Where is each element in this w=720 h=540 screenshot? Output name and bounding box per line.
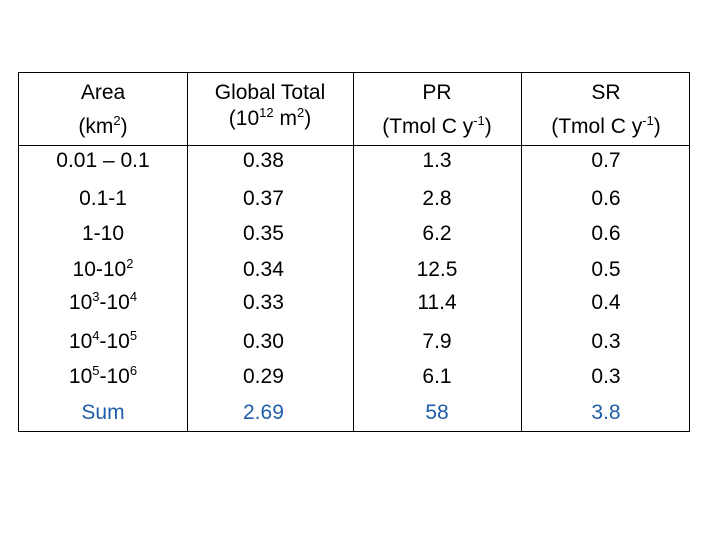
sr-cell: 0.5 — [591, 258, 621, 281]
pr-cell: 7.9 — [422, 330, 452, 353]
pr-cell: 2.8 — [422, 187, 452, 210]
column-divider — [353, 73, 354, 431]
global-total-cell: 0.37 — [243, 187, 284, 210]
area-cell: 1-10 — [81, 222, 125, 245]
area-cell: 103-104 — [68, 289, 138, 314]
global-total-cell: 0.30 — [243, 330, 284, 353]
sr-cell: 0.3 — [591, 330, 621, 353]
sr-cell: 0.4 — [591, 291, 621, 314]
column-divider — [521, 73, 522, 431]
header-sr: SR (Tmol C y-1) — [551, 81, 661, 138]
pr-cell: 6.2 — [422, 222, 452, 245]
area-cell: 104-105 — [68, 328, 138, 353]
header-area: Area (km2) — [78, 81, 128, 138]
sum-pr: 58 — [425, 401, 449, 424]
column-divider — [187, 73, 188, 431]
sum-sr: 3.8 — [591, 401, 621, 424]
area-cell: 0.1-1 — [79, 187, 127, 210]
sum-label: Sum — [81, 401, 125, 424]
pr-cell: 1.3 — [422, 149, 452, 172]
area-cell: 0.01 – 0.1 — [56, 149, 150, 172]
global-total-cell: 0.35 — [243, 222, 284, 245]
global-total-cell: 0.38 — [243, 149, 284, 172]
area-cell: 10-102 — [72, 256, 134, 281]
header-pr: PR (Tmol C y-1) — [382, 81, 492, 138]
sr-cell: 0.7 — [591, 149, 621, 172]
area-cell: 105-106 — [68, 363, 138, 388]
pr-cell: 6.1 — [422, 365, 452, 388]
global-total-cell: 0.33 — [243, 291, 284, 314]
pr-cell: 12.5 — [416, 258, 458, 281]
global-total-cell: 0.29 — [243, 365, 284, 388]
sr-cell: 0.6 — [591, 222, 621, 245]
global-total-cell: 0.34 — [243, 258, 284, 281]
pr-cell: 11.4 — [417, 291, 457, 314]
data-table: Area (km2) Global Total (1012 m2) PR (Tm… — [18, 72, 690, 432]
sr-cell: 0.3 — [591, 365, 621, 388]
header-global-total: Global Total (1012 m2) — [214, 81, 326, 130]
sr-cell: 0.6 — [591, 187, 621, 210]
header-divider — [19, 145, 689, 146]
sum-global-total: 2.69 — [243, 401, 284, 424]
